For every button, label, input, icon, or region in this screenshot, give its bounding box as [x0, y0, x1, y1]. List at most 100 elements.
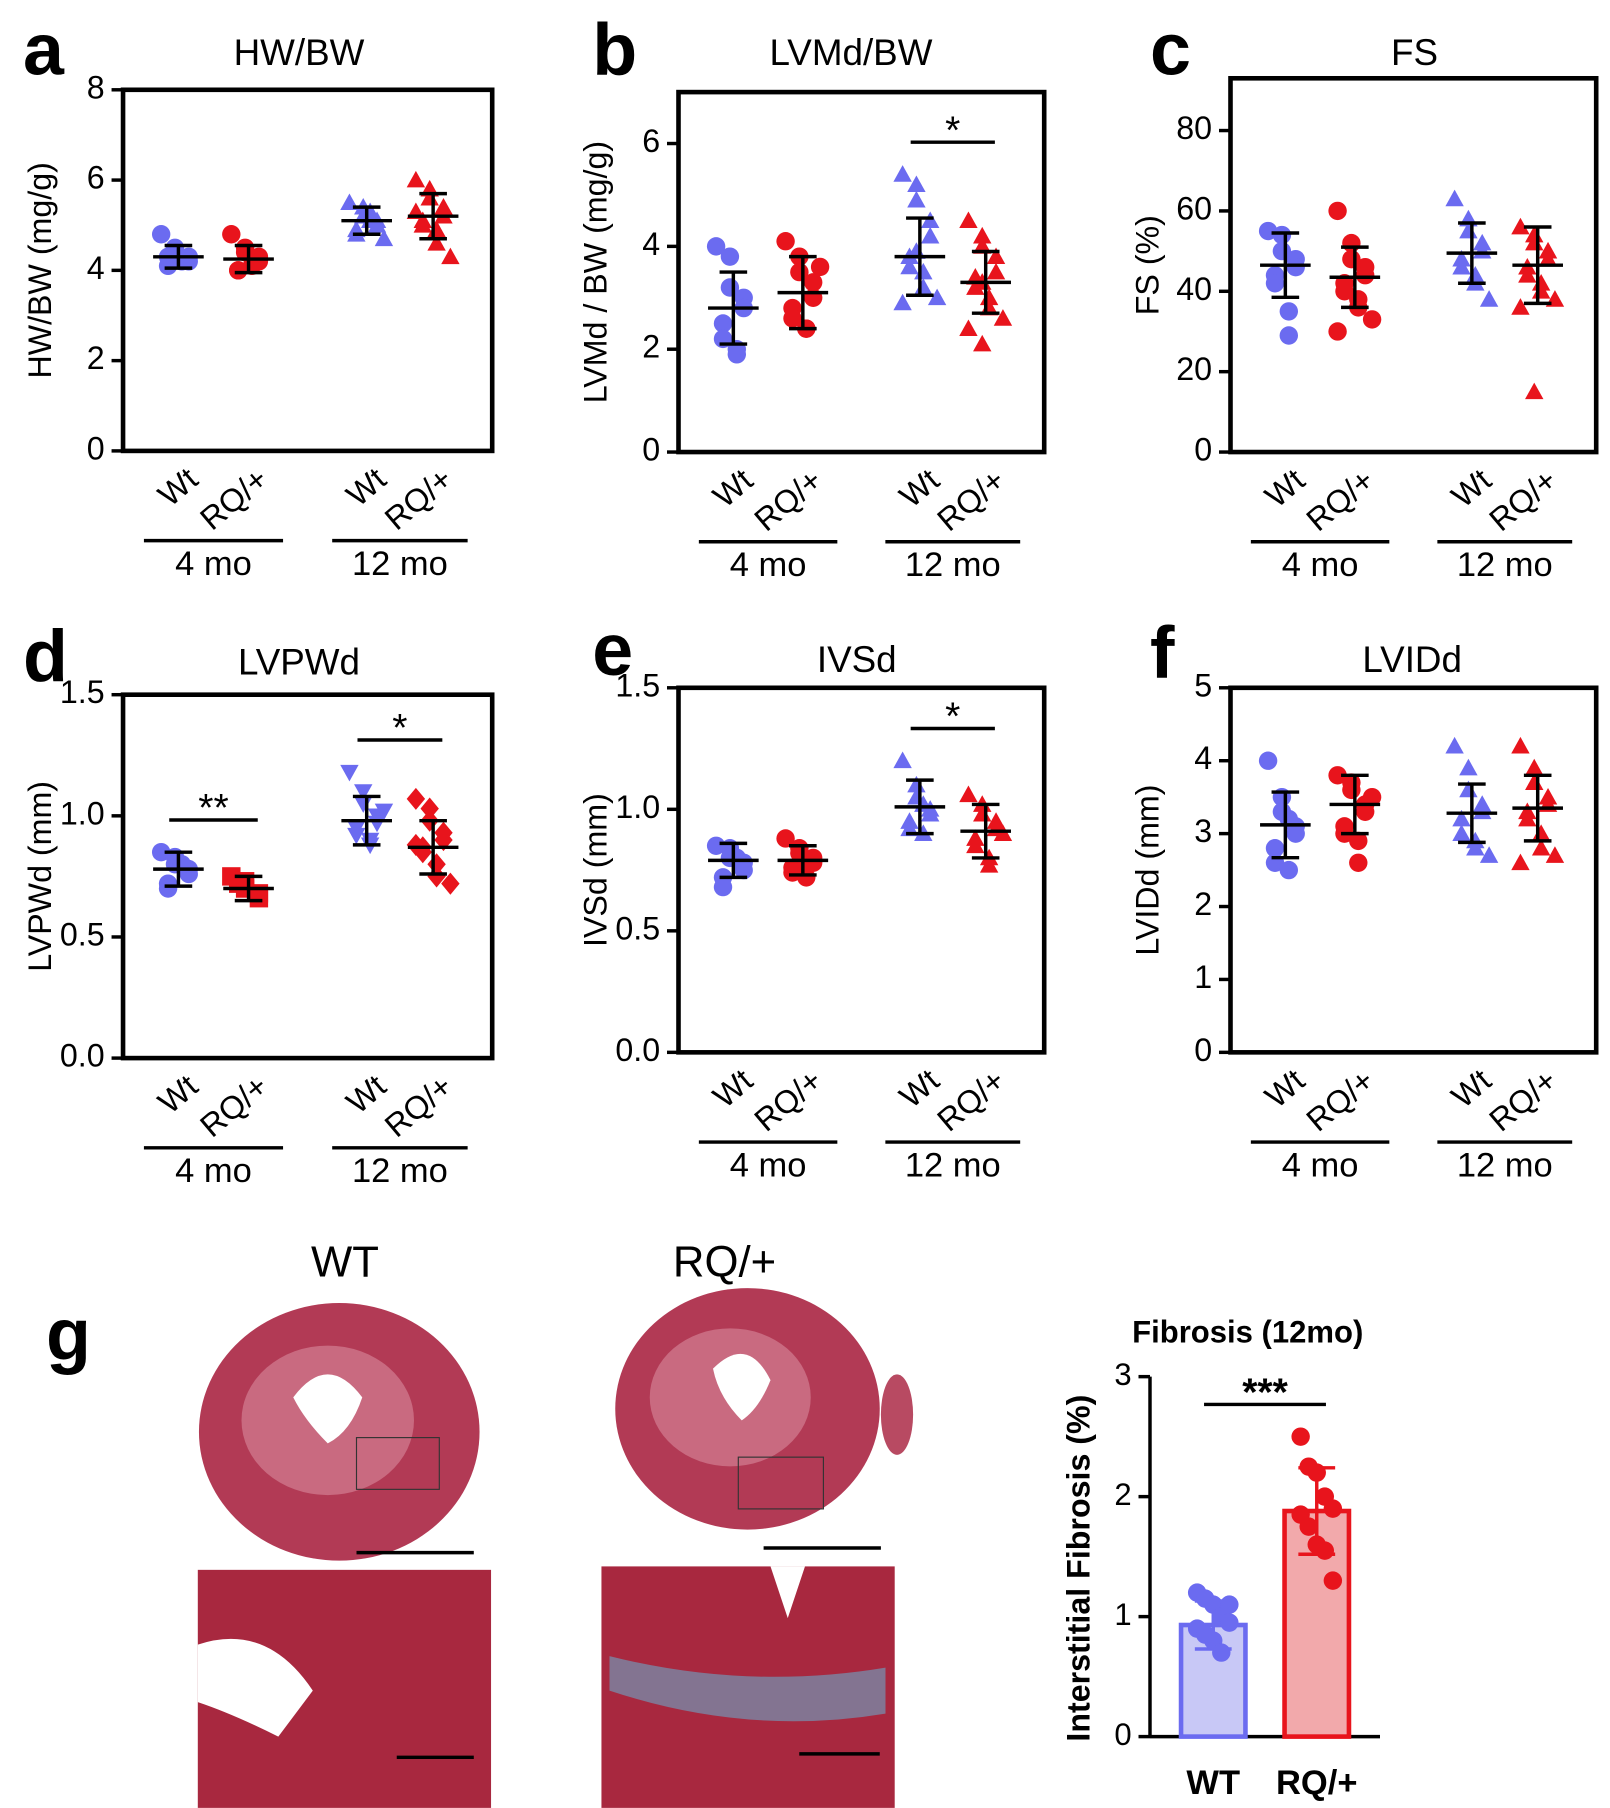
- y-tick-label: 4: [87, 250, 105, 286]
- y-axis-label: IVSd (mm): [578, 793, 614, 947]
- x-tick-label: RQ/+: [1276, 1764, 1357, 1802]
- lumen: [293, 1374, 363, 1444]
- y-axis-label: Interstitial Fibrosis (%): [1061, 1395, 1097, 1742]
- data-point: [1355, 802, 1375, 821]
- data-point: [1511, 217, 1530, 235]
- y-tick-label: 1.5: [615, 667, 660, 703]
- group-label: 12 mo: [352, 545, 448, 583]
- significance-label: *: [945, 696, 960, 739]
- data-point: [158, 879, 178, 898]
- data-point: [1272, 225, 1292, 245]
- data-point: [1349, 853, 1368, 872]
- group-label: 4 mo: [1282, 1146, 1359, 1184]
- group-label: 12 mo: [1457, 1146, 1553, 1184]
- group-label: 4 mo: [1282, 546, 1359, 584]
- data-point: [914, 278, 933, 295]
- y-tick-label: 2: [642, 329, 660, 365]
- x-tick-label: RQ/+: [1482, 462, 1563, 538]
- data-point: [713, 877, 733, 897]
- panel-label: d: [23, 614, 68, 697]
- data-point: [1452, 809, 1471, 827]
- histology: g WT RQ/+: [46, 1238, 914, 1808]
- y-tick-label: 1: [1194, 959, 1212, 995]
- plot-frame: [1228, 75, 1599, 455]
- y-tick-label: 0.0: [60, 1038, 105, 1074]
- data-point: [1445, 736, 1464, 754]
- group-label: 12 mo: [905, 1146, 1001, 1184]
- chart-title: LVMd/BW: [770, 32, 933, 73]
- group-label: 4 mo: [175, 545, 252, 583]
- data-point: [1525, 758, 1544, 776]
- data-point: [1328, 201, 1347, 221]
- data-point: [340, 764, 359, 782]
- data-point: [1466, 839, 1485, 856]
- y-tick-label: 20: [1176, 351, 1212, 387]
- panel-label: a: [23, 8, 65, 91]
- data-point: [1323, 1571, 1343, 1590]
- data-point: [1479, 846, 1499, 863]
- data-point: [959, 319, 978, 336]
- data-point: [406, 833, 426, 856]
- data-point: [776, 829, 795, 848]
- data-point: [413, 841, 432, 864]
- data-point: [1265, 274, 1285, 293]
- y-tick-label: 2: [87, 340, 105, 376]
- data-point: [979, 856, 999, 873]
- inset-box: [737, 1456, 824, 1510]
- data-point: [1258, 221, 1278, 241]
- data-point: [783, 309, 802, 328]
- data-point: [706, 237, 726, 256]
- data-point: [921, 226, 940, 244]
- y-axis-label: LVIDd (mm): [1130, 785, 1166, 956]
- data-point: [441, 247, 460, 265]
- y-tick-label: 0: [1114, 1717, 1131, 1752]
- y-tick-label: 2: [1194, 886, 1212, 922]
- data-point: [1328, 322, 1347, 341]
- data-point: [1479, 290, 1499, 307]
- data-point: [151, 842, 171, 862]
- x-tick-label: RQ/+: [930, 1062, 1011, 1138]
- data-point: [783, 863, 802, 882]
- inset-box: [355, 1437, 440, 1490]
- data-point: [907, 190, 926, 208]
- lumen: [197, 1638, 313, 1737]
- chart-title: IVSd: [817, 639, 897, 680]
- data-point: [420, 188, 439, 206]
- plot-frame: [1228, 685, 1599, 1055]
- data-point: [973, 226, 992, 244]
- data-point: [1286, 257, 1305, 277]
- x-tick-label: RQ/+: [748, 1062, 829, 1138]
- data-point: [966, 836, 985, 854]
- y-tick-label: 1.5: [60, 674, 105, 710]
- data-point: [1531, 839, 1551, 856]
- panel-label: f: [1150, 610, 1175, 693]
- panel-label: b: [592, 8, 637, 91]
- y-axis-label: LVMd / BW (mg/g): [578, 141, 614, 403]
- plot-frame: [120, 692, 495, 1061]
- x-tick-label: WT: [1186, 1764, 1240, 1802]
- data-point: [986, 262, 1006, 280]
- data-point: [1315, 1541, 1334, 1560]
- data-point: [1349, 831, 1368, 851]
- data-point: [1323, 1499, 1343, 1518]
- data-point: [1511, 298, 1530, 315]
- lumen: [713, 1353, 771, 1421]
- data-point: [727, 345, 747, 364]
- data-point: [921, 804, 940, 822]
- chart-title: Fibrosis (12mo): [1132, 1314, 1363, 1349]
- data-point: [434, 197, 453, 215]
- data-point: [1279, 326, 1299, 345]
- image-label: RQ/+: [673, 1238, 776, 1287]
- data-point: [1362, 787, 1382, 807]
- data-point: [374, 229, 394, 247]
- group-label: 12 mo: [905, 546, 1001, 584]
- data-point: [893, 751, 912, 769]
- data-point: [151, 225, 171, 244]
- y-tick-label: 6: [642, 123, 660, 159]
- y-axis-label: LVPWd (mm): [22, 781, 58, 972]
- y-tick-label: 0.0: [615, 1032, 660, 1068]
- data-point: [803, 273, 823, 292]
- data-point: [427, 234, 446, 251]
- x-tick-label: RQ/+: [193, 460, 274, 536]
- tissue-fragment: [880, 1374, 914, 1455]
